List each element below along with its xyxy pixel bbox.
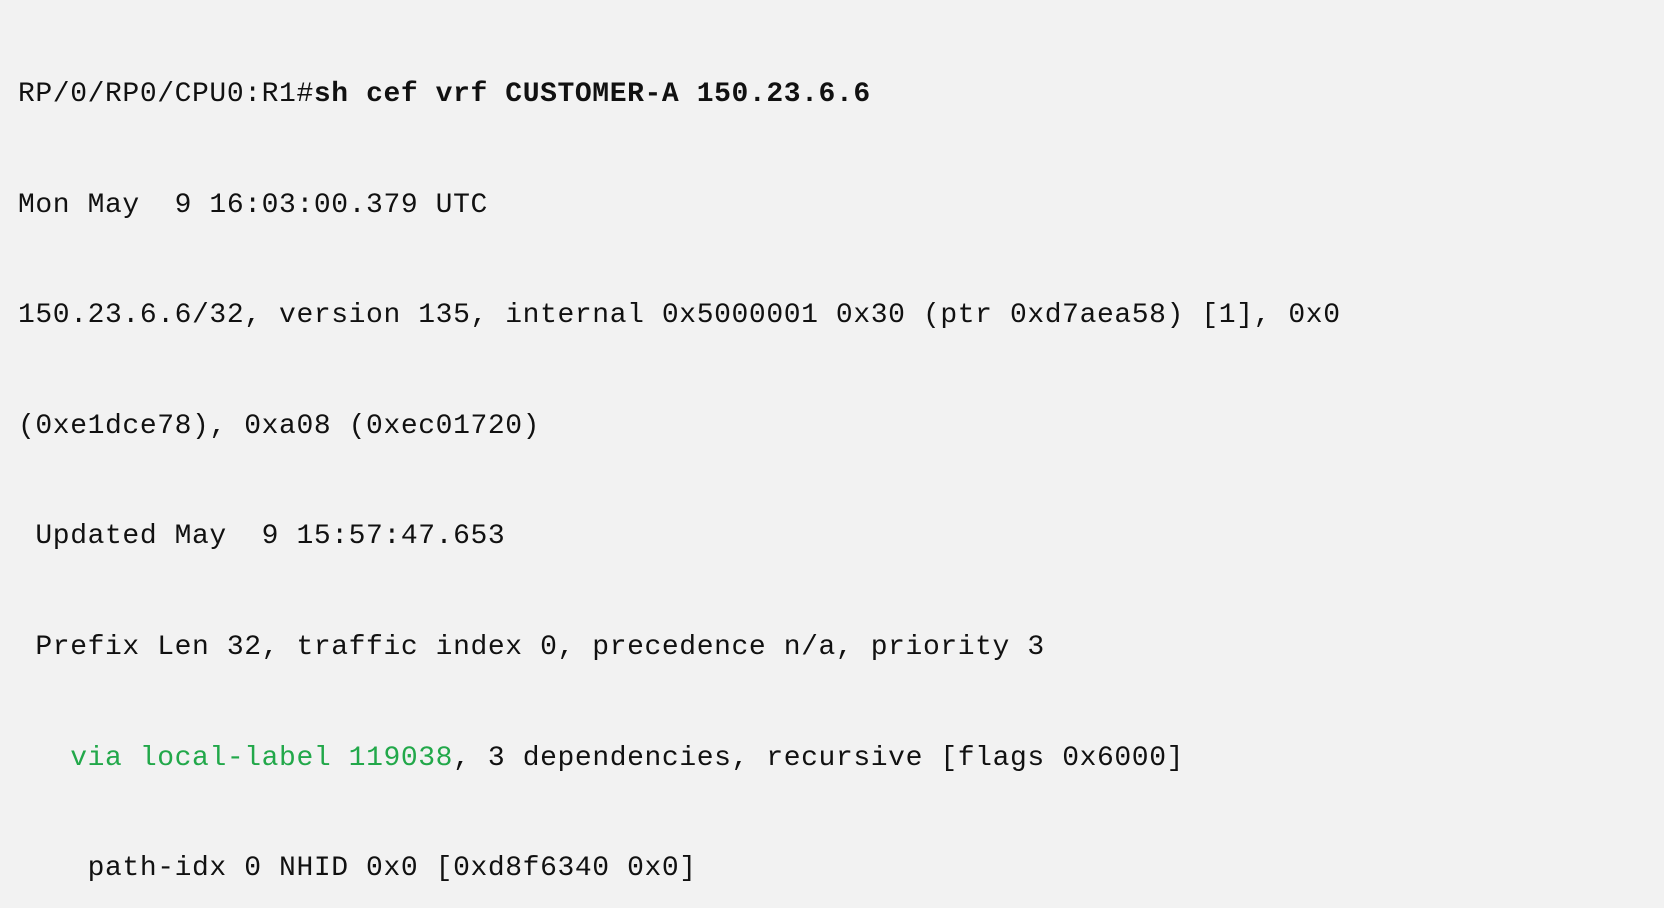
- cli-prompt: RP/0/RP0/CPU0:R1#: [18, 79, 314, 110]
- cef-entry-line-1: 150.23.6.6/32, version 135, internal 0x5…: [18, 300, 1341, 332]
- updated-line: Updated May 9 15:57:47.653: [18, 521, 506, 553]
- via-local-label-highlight: via local-label 119038: [70, 742, 454, 774]
- via-indent: [18, 743, 70, 774]
- via-line: via local-label 119038, 3 dependencies, …: [18, 740, 1664, 777]
- via-details: , 3 dependencies, recursive [flags 0x600…: [453, 742, 1185, 774]
- terminal-output: RP/0/RP0/CPU0:R1#sh cef vrf CUSTOMER-A 1…: [18, 76, 1664, 885]
- timestamp-line: Mon May 9 16:03:00.379 UTC: [18, 189, 488, 221]
- cef-entry-line-2: (0xe1dce78), 0xa08 (0xec01720): [18, 410, 541, 442]
- command-line: RP/0/RP0/CPU0:R1#sh cef vrf CUSTOMER-A 1…: [18, 76, 1664, 113]
- cli-command: sh cef vrf CUSTOMER-A 150.23.6.6: [313, 79, 871, 110]
- prefix-line: Prefix Len 32, traffic index 0, preceden…: [18, 631, 1045, 663]
- path-idx-line: path-idx 0 NHID 0x0 [0xd8f6340 0x0]: [18, 853, 697, 885]
